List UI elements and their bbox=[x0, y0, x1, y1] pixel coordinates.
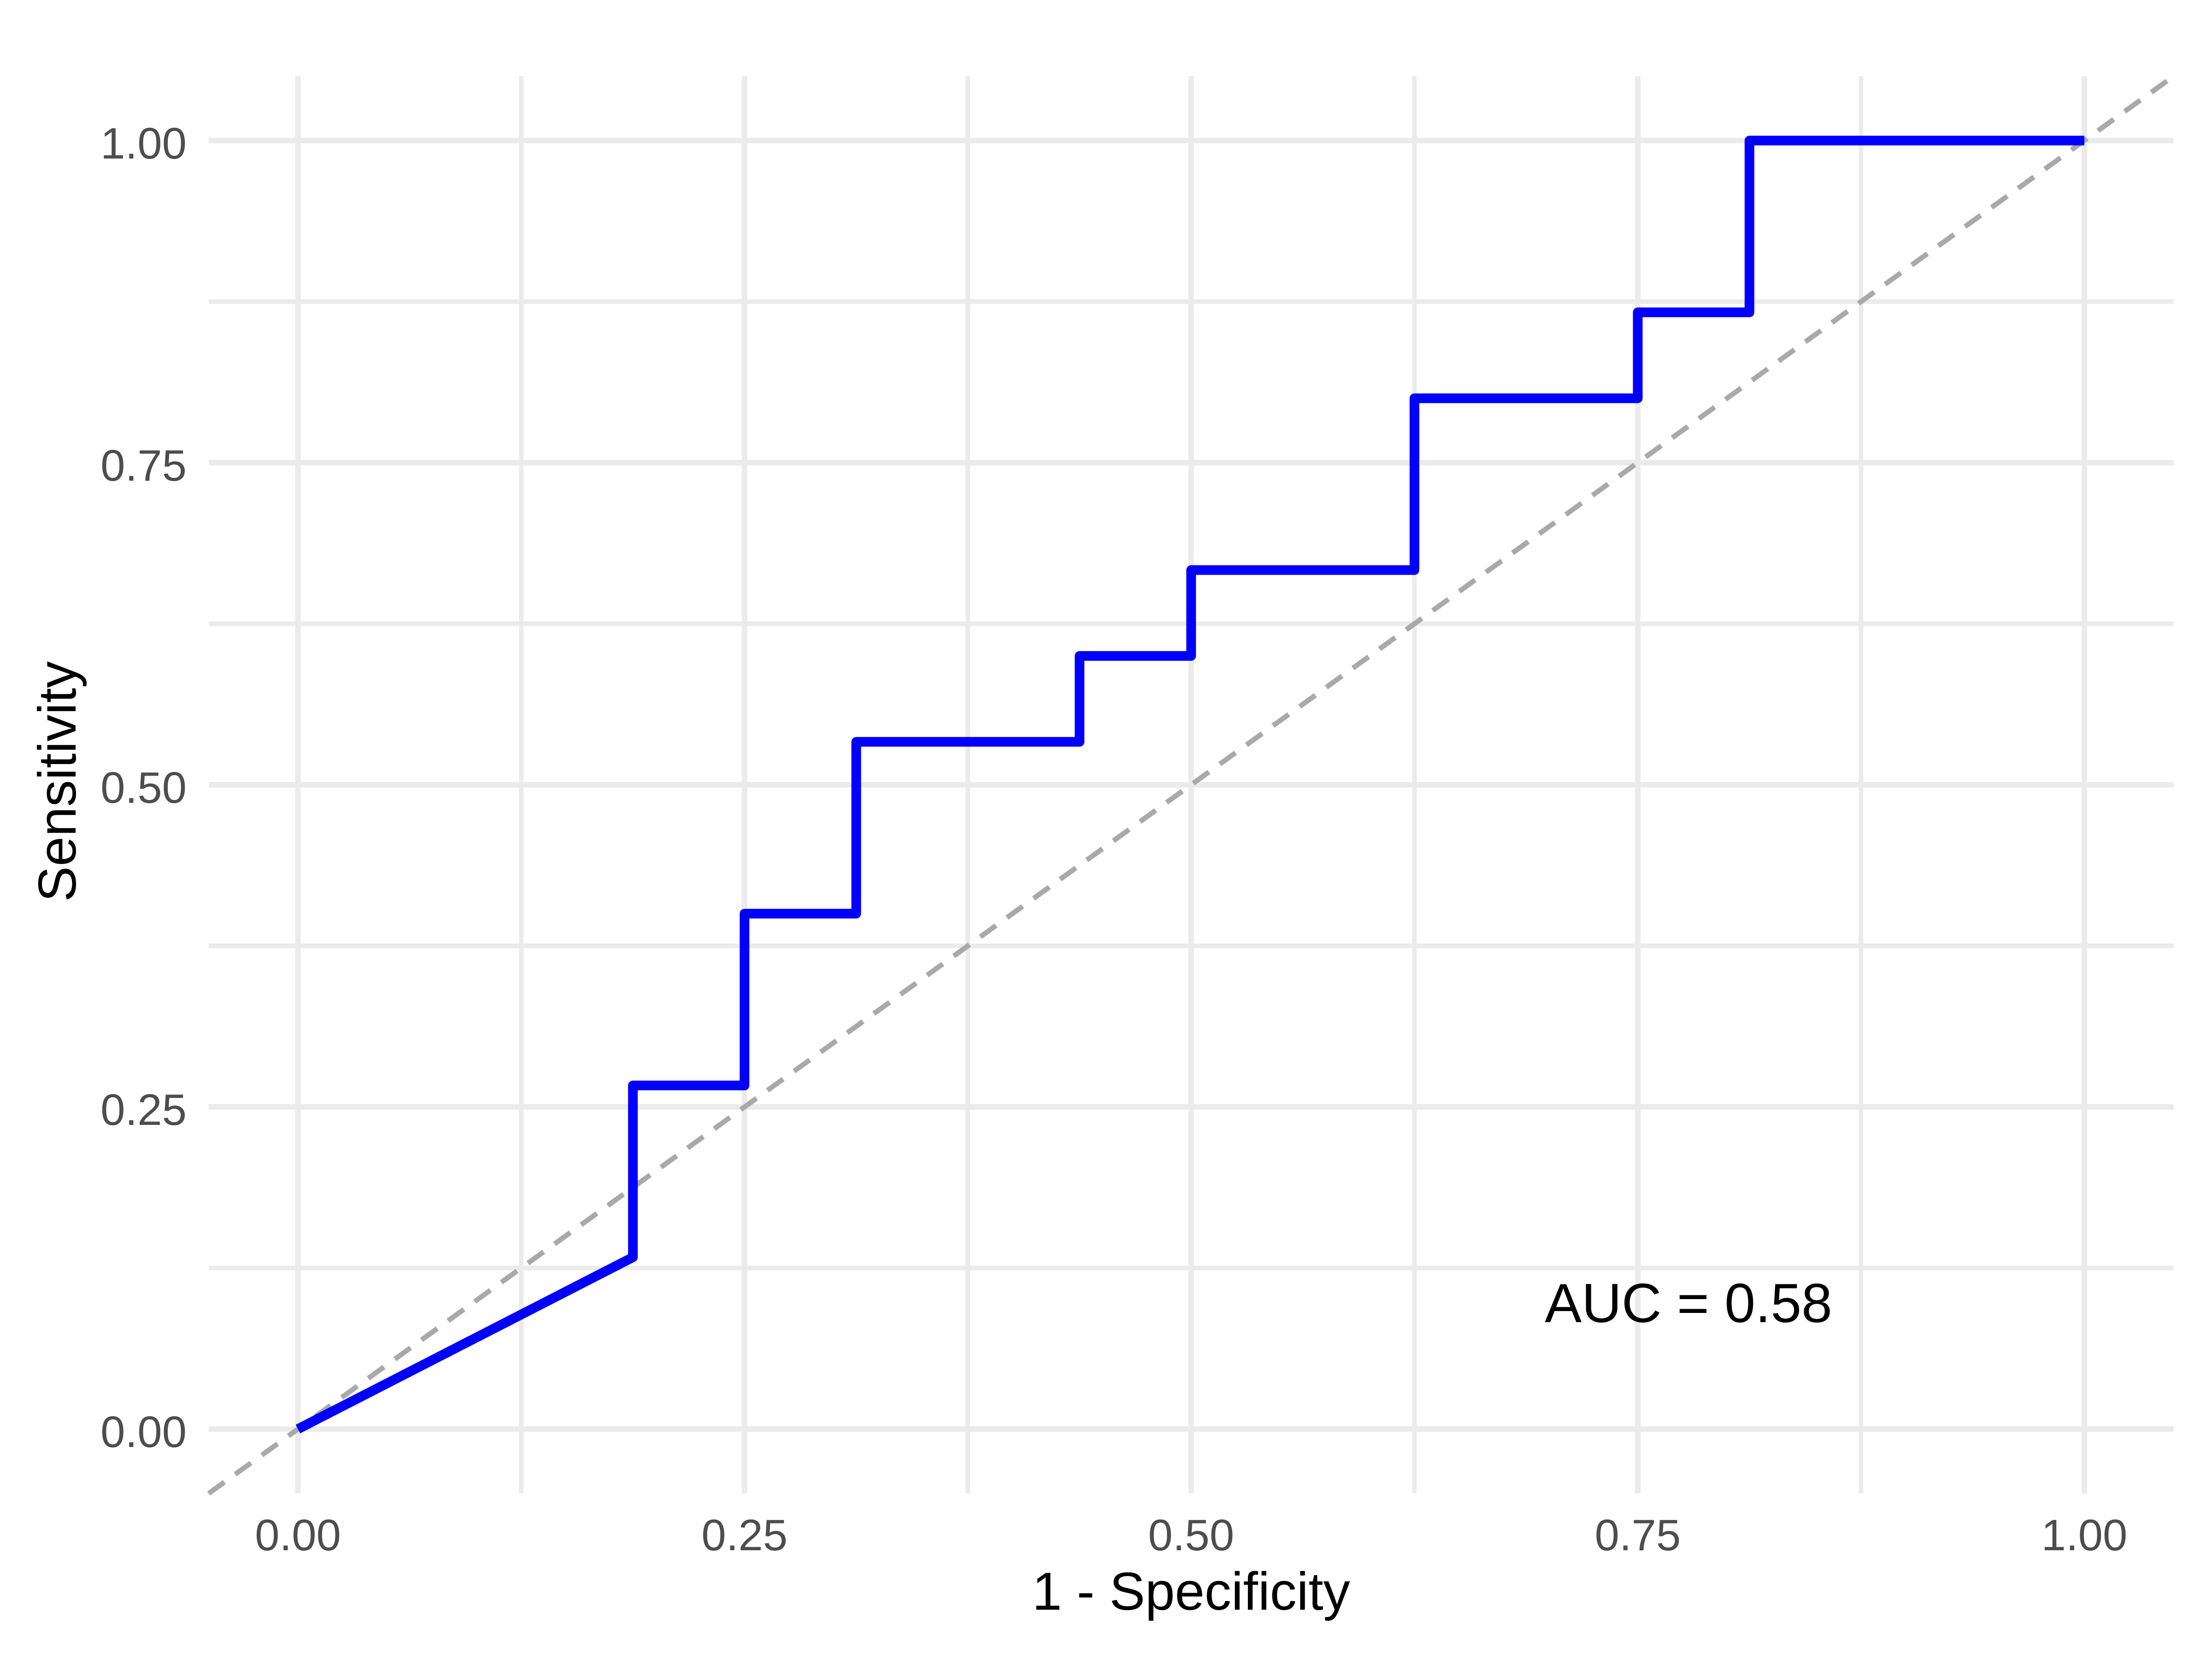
svg-text:1.00: 1.00 bbox=[2041, 1511, 2128, 1560]
svg-text:0.25: 0.25 bbox=[100, 1085, 187, 1135]
svg-text:AUC = 0.58: AUC = 0.58 bbox=[1545, 1272, 1832, 1334]
svg-text:0.50: 0.50 bbox=[1148, 1511, 1234, 1560]
svg-text:0.00: 0.00 bbox=[255, 1511, 341, 1560]
svg-text:0.25: 0.25 bbox=[701, 1511, 788, 1560]
svg-text:1.00: 1.00 bbox=[100, 119, 187, 168]
svg-text:0.75: 0.75 bbox=[100, 441, 187, 490]
svg-text:0.75: 0.75 bbox=[1594, 1511, 1681, 1560]
svg-text:0.00: 0.00 bbox=[100, 1407, 187, 1457]
svg-text:Sensitivity: Sensitivity bbox=[27, 661, 87, 902]
svg-text:1 - Specificity: 1 - Specificity bbox=[1032, 1561, 1350, 1621]
svg-text:0.50: 0.50 bbox=[100, 763, 187, 812]
